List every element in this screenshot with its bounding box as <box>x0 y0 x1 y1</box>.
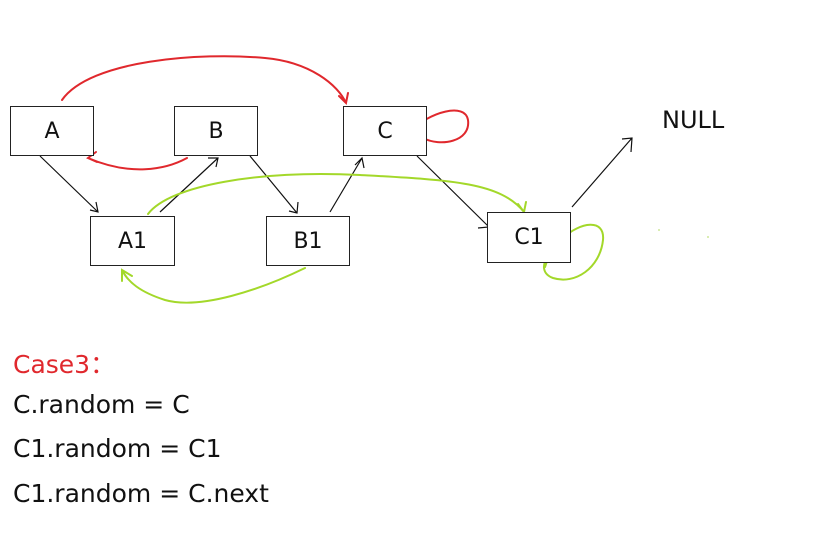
arrow-a-to-a1 <box>39 155 99 213</box>
node-a-label: A <box>44 118 60 144</box>
caption-line-2: C1.random = C1 <box>13 434 222 463</box>
arrow-b-random-to-a <box>86 151 188 171</box>
caption-line-3: C1.random = C.next <box>13 479 269 508</box>
arrow-b1-random-to-a1 <box>121 267 306 304</box>
arrow-c-to-c1 <box>416 155 491 229</box>
node-a1: A1 <box>90 216 175 266</box>
node-b1: B1 <box>266 216 350 266</box>
arrow-c1-to-null <box>571 137 633 208</box>
node-b-label: B <box>208 118 224 144</box>
caption-line-1: C.random = C <box>13 390 190 419</box>
arrow-b1-to-c <box>329 156 365 213</box>
case-title: Case3： <box>13 350 116 379</box>
node-c: C <box>343 106 427 156</box>
node-b1-label: B1 <box>293 228 323 254</box>
arrow-a-random-to-c <box>61 55 349 106</box>
node-c-label: C <box>377 118 393 144</box>
node-a1-label: A1 <box>117 228 148 254</box>
stray-marks <box>658 229 709 238</box>
arrow-a1-to-b <box>159 157 219 213</box>
null-label: NULL <box>662 106 725 134</box>
node-b: B <box>174 106 258 156</box>
arrow-b-to-b1 <box>249 155 299 214</box>
node-c1-label: C1 <box>514 225 544 250</box>
node-c1: C1 <box>487 212 571 263</box>
node-a: A <box>10 106 94 156</box>
